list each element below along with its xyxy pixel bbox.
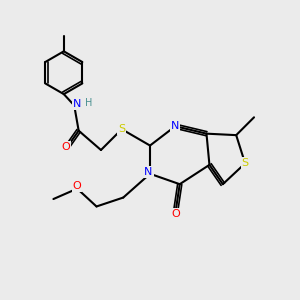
Text: S: S bbox=[118, 124, 125, 134]
Text: N: N bbox=[171, 121, 179, 131]
Text: O: O bbox=[73, 181, 82, 191]
Text: O: O bbox=[61, 142, 70, 152]
Text: N: N bbox=[144, 167, 153, 177]
Text: S: S bbox=[242, 158, 249, 168]
Text: O: O bbox=[171, 209, 180, 219]
Text: N: N bbox=[73, 99, 81, 109]
Text: H: H bbox=[85, 98, 92, 108]
